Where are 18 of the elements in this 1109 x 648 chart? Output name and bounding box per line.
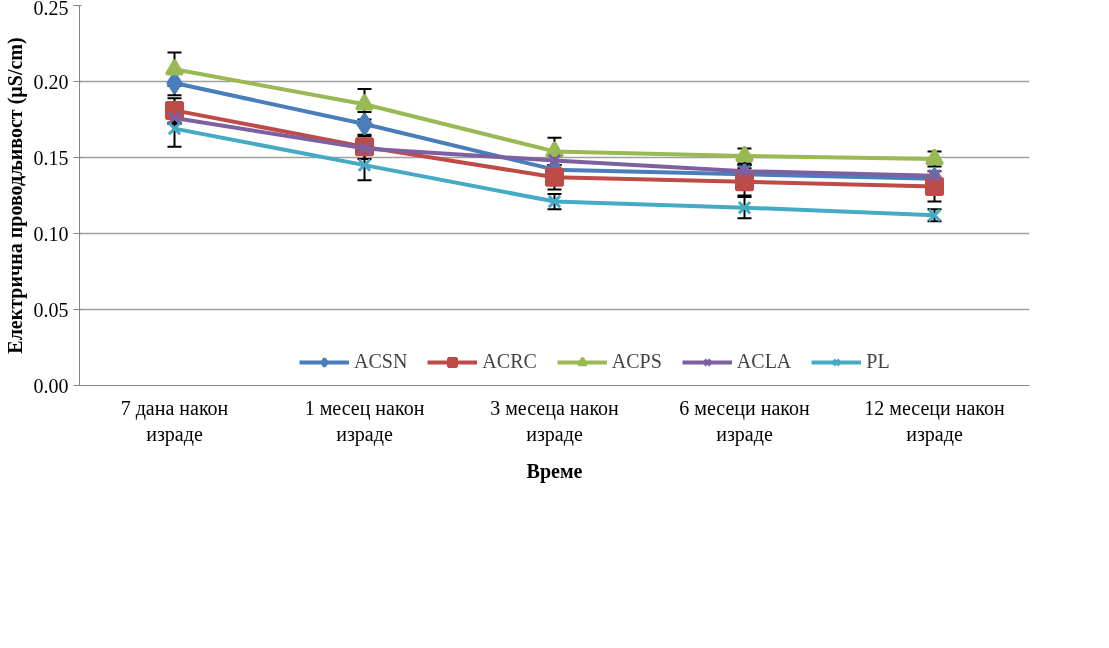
y-tick-label: 0.10 xyxy=(33,222,69,245)
x-tick-label: 7 дана након израде xyxy=(120,396,229,446)
legend-label: ACSN xyxy=(354,350,408,373)
legend-label: ACRC xyxy=(482,350,537,373)
x-tick-label: 3 месеца након израде xyxy=(490,396,620,446)
y-axis-title: Електрична проводљивост (µS/cm) xyxy=(3,37,27,354)
y-tick-label: 0.20 xyxy=(33,70,69,93)
y-tick-label: 0.00 xyxy=(33,374,69,397)
x-tick-label: 6 месеци након израде xyxy=(679,396,811,446)
y-tick-label: 0.15 xyxy=(33,146,69,169)
y-tick-label: 0.25 xyxy=(33,0,69,19)
legend-label: ACLA xyxy=(736,350,792,373)
legend-label: ACPS xyxy=(611,350,662,373)
x-axis-title: Време xyxy=(526,459,583,483)
legend-label: PL xyxy=(866,350,890,373)
x-tick-label: 12 месеци након израде xyxy=(864,396,1006,446)
y-tick-label: 0.05 xyxy=(33,298,69,321)
x-tick-label: 1 месец након израде xyxy=(304,396,425,446)
